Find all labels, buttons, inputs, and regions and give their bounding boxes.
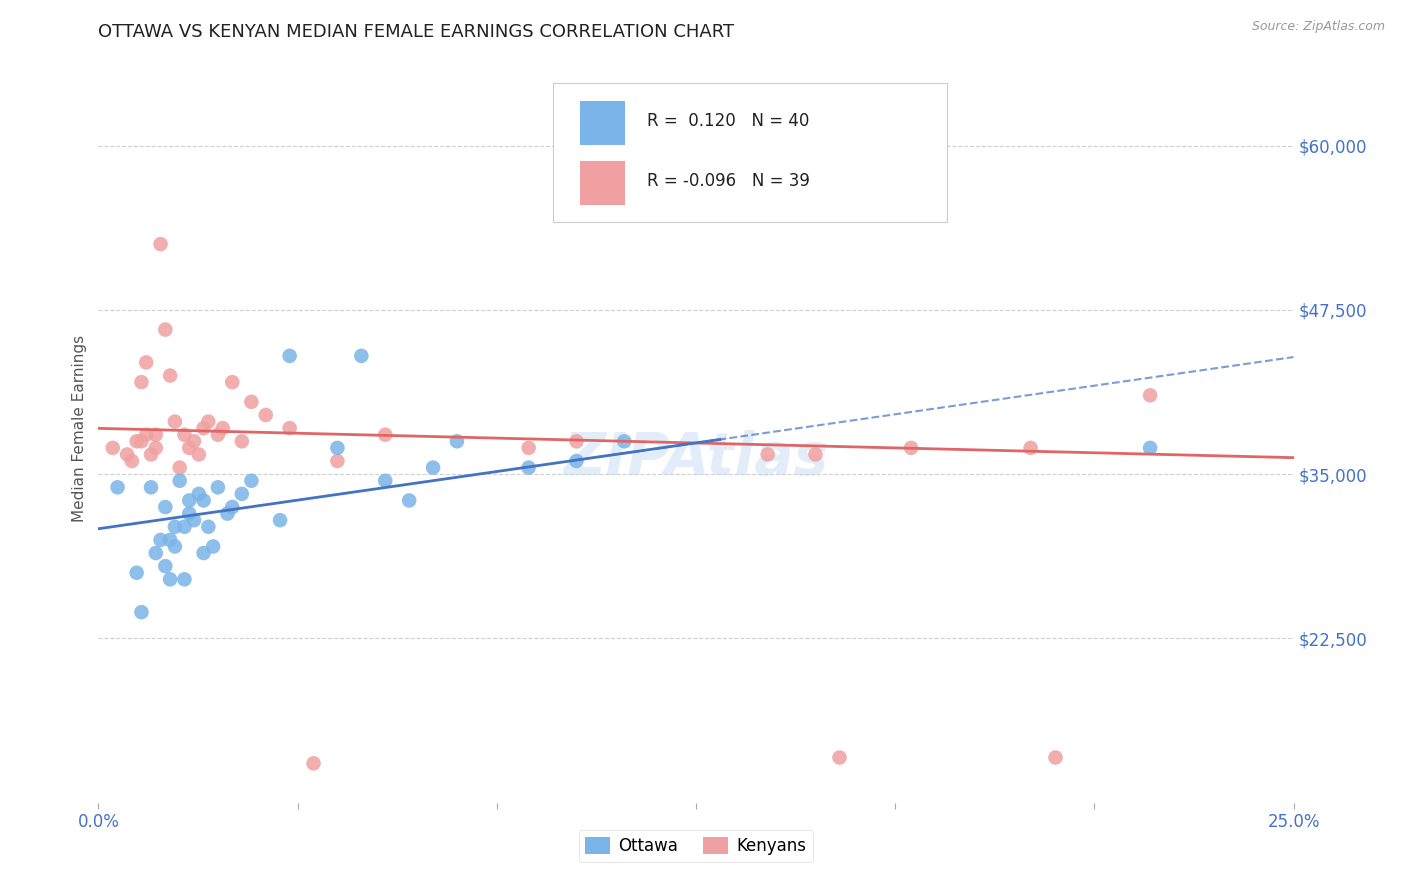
Point <box>326 441 349 455</box>
Point <box>135 427 157 442</box>
Point <box>326 454 349 468</box>
Point <box>221 500 243 514</box>
Point <box>139 447 162 461</box>
Point <box>231 434 253 449</box>
Point <box>278 349 301 363</box>
Point <box>1139 388 1161 402</box>
Point <box>374 474 396 488</box>
Point <box>374 427 396 442</box>
Point <box>145 427 167 442</box>
Point <box>1019 441 1042 455</box>
Bar <box>581 161 626 205</box>
Point <box>804 447 827 461</box>
Point <box>211 421 233 435</box>
Point <box>121 454 143 468</box>
Point <box>422 460 444 475</box>
Point <box>231 487 253 501</box>
Point <box>217 507 239 521</box>
Point <box>163 520 186 534</box>
Point <box>173 427 195 442</box>
Point <box>197 415 219 429</box>
Point <box>398 493 420 508</box>
Point <box>240 395 263 409</box>
Point <box>197 520 219 534</box>
Point <box>183 434 205 449</box>
Y-axis label: Median Female Earnings: Median Female Earnings <box>72 334 87 522</box>
Point <box>155 322 177 336</box>
Point <box>135 355 157 369</box>
Point <box>173 520 195 534</box>
Point <box>159 533 181 547</box>
Point <box>202 540 225 554</box>
Point <box>517 460 540 475</box>
Point <box>1139 441 1161 455</box>
Point <box>163 415 186 429</box>
Point <box>254 408 277 422</box>
Point <box>169 460 191 475</box>
Text: Source: ZipAtlas.com: Source: ZipAtlas.com <box>1251 20 1385 33</box>
Point <box>756 447 779 461</box>
Point <box>302 756 325 771</box>
Point <box>179 507 201 521</box>
Point <box>131 375 153 389</box>
Point <box>163 540 186 554</box>
Point <box>145 546 167 560</box>
Point <box>207 480 229 494</box>
Point <box>145 441 167 455</box>
Point <box>149 237 172 252</box>
Point <box>565 454 588 468</box>
Point <box>155 500 177 514</box>
Point <box>278 421 301 435</box>
Legend: Ottawa, Kenyans: Ottawa, Kenyans <box>578 830 814 862</box>
Point <box>155 559 177 574</box>
Point <box>193 493 215 508</box>
Point <box>159 368 181 383</box>
Point <box>107 480 129 494</box>
Point <box>828 749 851 764</box>
Text: OTTAWA VS KENYAN MEDIAN FEMALE EARNINGS CORRELATION CHART: OTTAWA VS KENYAN MEDIAN FEMALE EARNINGS … <box>98 23 734 41</box>
Point <box>350 349 373 363</box>
Point <box>187 487 209 501</box>
Point <box>115 447 138 461</box>
Point <box>207 427 229 442</box>
Point <box>900 441 922 455</box>
Point <box>169 474 191 488</box>
Point <box>517 441 540 455</box>
Text: ZIPAtlas: ZIPAtlas <box>564 430 828 487</box>
Point <box>173 572 195 586</box>
Point <box>131 605 153 619</box>
Point <box>159 572 181 586</box>
Point <box>183 513 205 527</box>
Text: R =  0.120   N = 40: R = 0.120 N = 40 <box>647 112 810 130</box>
FancyBboxPatch shape <box>553 84 948 222</box>
Point <box>613 434 636 449</box>
Point <box>139 480 162 494</box>
Point <box>446 434 468 449</box>
Point <box>221 375 243 389</box>
Point <box>565 434 588 449</box>
Point <box>193 421 215 435</box>
Point <box>240 474 263 488</box>
Point <box>125 566 148 580</box>
Point <box>187 447 209 461</box>
Point <box>101 441 124 455</box>
Point <box>149 533 172 547</box>
Point <box>193 546 215 560</box>
Point <box>125 434 148 449</box>
Point <box>179 441 201 455</box>
Point <box>131 434 153 449</box>
Bar <box>581 102 626 145</box>
Point <box>179 493 201 508</box>
Point <box>269 513 291 527</box>
Text: R = -0.096   N = 39: R = -0.096 N = 39 <box>647 172 810 190</box>
Point <box>1043 749 1066 764</box>
